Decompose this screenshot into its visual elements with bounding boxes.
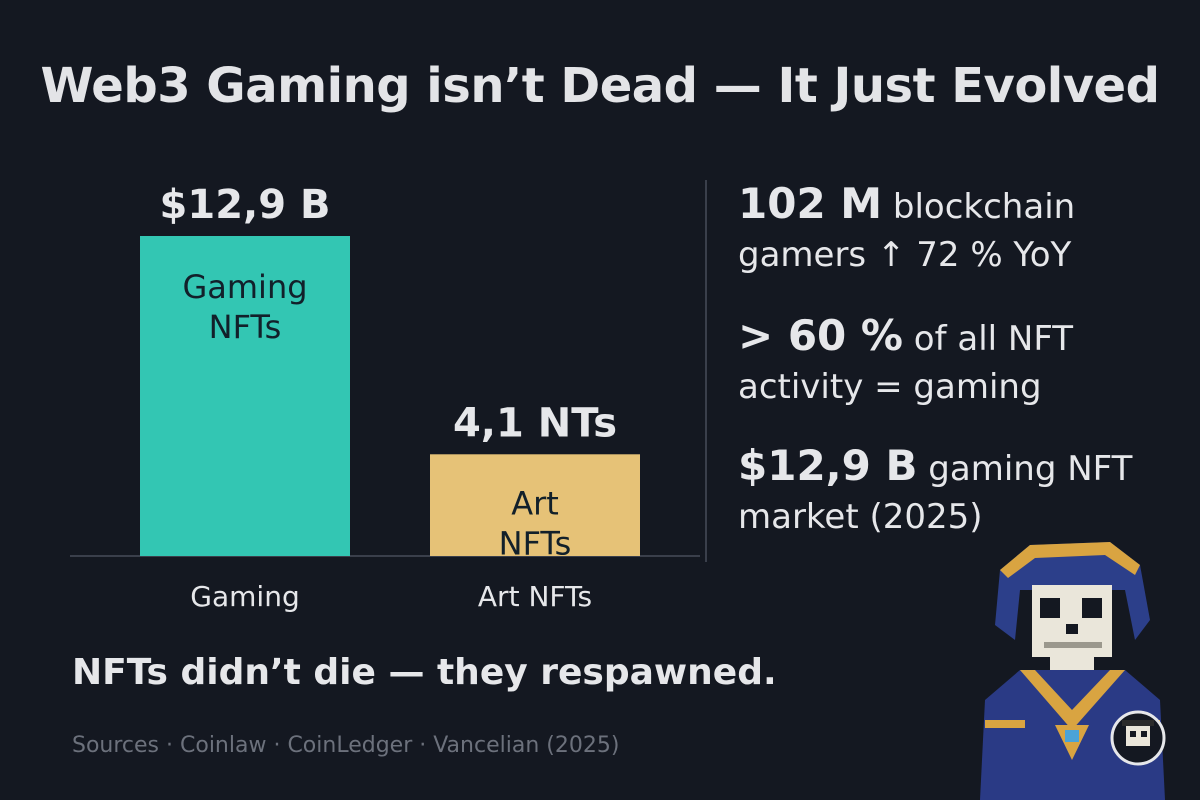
bar-art-nfts: [430, 454, 640, 556]
stat-market-text1: gaming NFT: [917, 449, 1133, 489]
stat-share-text2: activity = gaming: [738, 367, 1042, 407]
stat-market: $12,9 B gaming NFT market (2025): [738, 442, 1178, 541]
page-title: Web3 Gaming isn’t Dead — It Just Evolved: [40, 58, 1160, 114]
stat-gamers-text2: gamers ↑ 72 % YoY: [738, 235, 1072, 275]
bar-label-art-nfts-line-2: NFTs: [499, 524, 572, 562]
bar-label-gaming-line-1: Gaming: [182, 268, 307, 306]
bar-label-gaming-line-2: NFTs: [209, 308, 282, 346]
category-label-art-nfts: Art NFTs: [478, 580, 592, 613]
vertical-divider: [705, 180, 707, 562]
stat-share: > 60 % of all NFT activity = gaming: [738, 312, 1178, 411]
value-label-art-nfts: 4,1 NTs: [453, 400, 617, 446]
stat-gamers: 102 M blockchain gamers ↑ 72 % YoY: [738, 180, 1178, 279]
tagline: NFTs didn’t die — they respawned.: [72, 652, 777, 693]
stat-share-text1: of all NFT: [902, 319, 1074, 359]
stat-share-value: > 60 %: [738, 311, 903, 360]
bar-gaming: [140, 236, 350, 556]
pixel-skeleton-mage-icon: [980, 542, 1166, 800]
stat-market-text2: market (2025): [738, 497, 983, 537]
stat-gamers-value: 102 M: [738, 179, 883, 228]
stat-gamers-text1: blockchain: [882, 187, 1076, 227]
value-label-gaming: $12,9 B: [160, 182, 331, 228]
bar-label-art-nfts-line-1: Art: [511, 484, 559, 522]
sources-note: Sources · Coinlaw · CoinLedger · Vanceli…: [72, 733, 620, 758]
stat-market-value: $12,9 B: [738, 441, 918, 490]
category-label-gaming: Gaming: [190, 580, 299, 613]
